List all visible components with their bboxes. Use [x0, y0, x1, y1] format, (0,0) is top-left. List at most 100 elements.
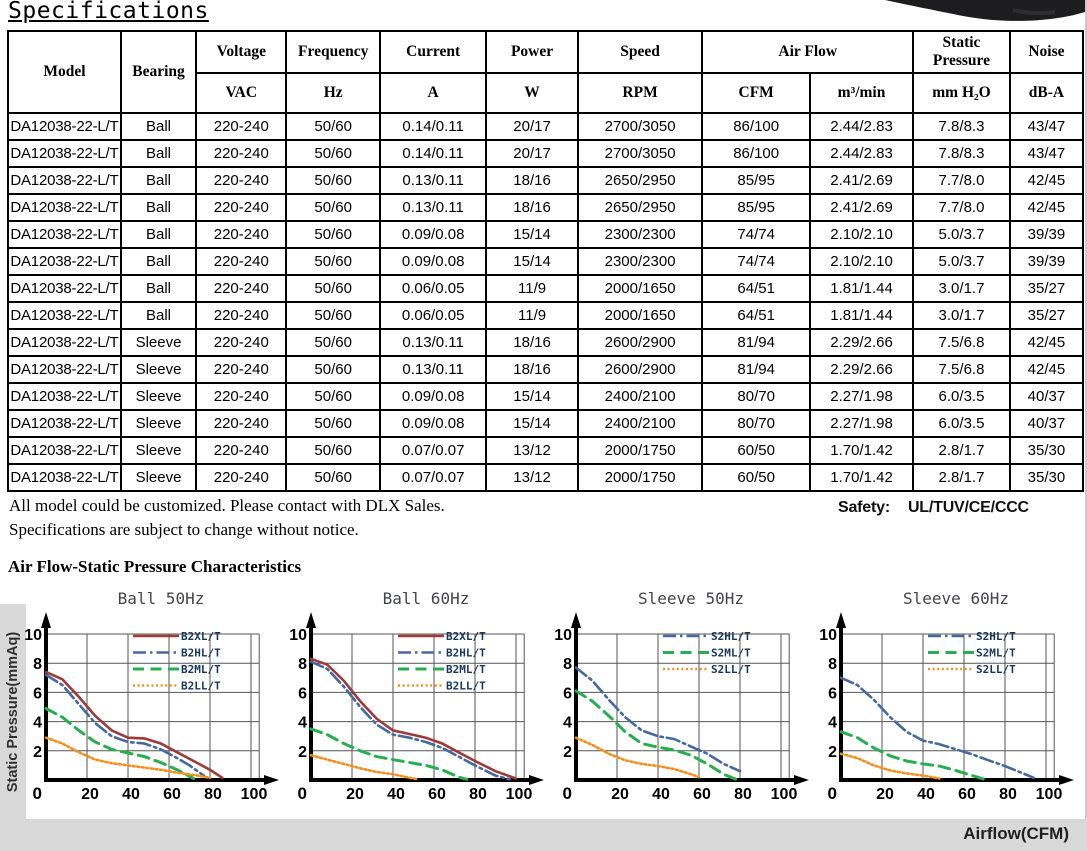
cell-pow: 13/12	[485, 463, 579, 492]
table-row: DA12038-22-L/T Ball 220-240 50/60 0.06/0.05 1…	[7, 301, 1085, 330]
cell-pow: 18/16	[485, 355, 579, 384]
cell-model: DA12038-22-L/T	[7, 355, 122, 384]
cell-speed: 2700/3050	[576, 112, 704, 141]
svg-text:80: 80	[734, 786, 752, 803]
cell-m3: 2.29/2.66	[808, 328, 915, 357]
unit-header-mmh2o: mm H₂O	[912, 72, 1011, 114]
cell-model: DA12038-22-L/T	[7, 139, 122, 168]
cell-bearing: Ball	[119, 274, 198, 303]
cell-freq: 50/60	[285, 166, 381, 195]
cell-noise: 35/27	[1008, 274, 1085, 303]
table-row: DA12038-22-L/T Ball 220-240 50/60 0.06/0.05 1…	[7, 274, 1085, 303]
cell-m3: 2.27/1.98	[808, 382, 915, 411]
col-header-bearing: Bearing	[119, 30, 198, 114]
cell-speed: 2600/2900	[576, 355, 704, 384]
svg-text:80: 80	[999, 786, 1017, 803]
cell-bearing: Ball	[119, 301, 198, 330]
cell-curr: 0.13/0.11	[378, 166, 488, 195]
cell-curr: 0.07/0.07	[378, 436, 488, 465]
svg-text:100: 100	[1036, 786, 1063, 803]
cell-speed: 2000/1650	[576, 301, 704, 330]
cell-cfm: 86/100	[701, 112, 811, 141]
cell-m3: 2.10/2.10	[808, 247, 915, 276]
series-line-b2hl-t	[44, 673, 206, 777]
svg-text:10: 10	[554, 627, 572, 644]
cell-bearing: Sleeve	[119, 355, 198, 384]
cell-sp: 7.7/8.0	[912, 166, 1011, 195]
cell-m3: 2.41/2.69	[808, 166, 915, 195]
unit-header-m3min: m³/min	[808, 72, 915, 114]
cell-volt: 220-240	[195, 409, 288, 438]
svg-text:B2LL/T: B2LL/T	[446, 680, 486, 693]
x-axis-label: Airflow(CFM)	[963, 824, 1069, 843]
svg-text:S2LL/T: S2LL/T	[711, 663, 751, 676]
cell-bearing: Sleeve	[119, 328, 198, 357]
cell-noise: 40/37	[1008, 382, 1085, 411]
col-header-speed: Speed	[576, 30, 704, 74]
table-row: DA12038-22-L/T Ball 220-240 50/60 0.13/0.11 1…	[7, 193, 1085, 222]
table-row: DA12038-22-L/T Sleeve 220-240 50/60 0.07/0.0…	[7, 436, 1085, 465]
cell-m3: 2.44/2.83	[808, 112, 915, 141]
svg-text:100: 100	[241, 786, 268, 803]
svg-text:0: 0	[33, 784, 42, 803]
cell-volt: 220-240	[195, 247, 288, 276]
cell-m3: 2.10/2.10	[808, 220, 915, 249]
svg-text:B2HL/T: B2HL/T	[181, 647, 221, 660]
cell-noise: 40/37	[1008, 409, 1085, 438]
svg-text:2: 2	[828, 744, 837, 761]
cell-freq: 50/60	[285, 220, 381, 249]
svg-text:B2ML/T: B2ML/T	[446, 663, 486, 676]
cell-noise: 42/45	[1008, 166, 1085, 195]
cell-bearing: Sleeve	[119, 436, 198, 465]
cell-m3: 1.70/1.42	[808, 436, 915, 465]
cell-m3: 1.81/1.44	[808, 274, 915, 303]
cell-cfm: 60/50	[701, 436, 811, 465]
table-row: DA12038-22-L/T Ball 220-240 50/60 0.09/0.08 1…	[7, 247, 1085, 276]
col-header-power: Power	[485, 30, 579, 74]
section-title-characteristics: Air Flow-Static Pressure Characteristics	[8, 557, 302, 576]
cell-bearing: Ball	[119, 193, 198, 222]
cell-sp: 2.8/1.7	[912, 463, 1011, 492]
table-row: DA12038-22-L/T Sleeve 220-240 50/60 0.07/0.0…	[7, 463, 1085, 492]
cell-noise: 43/47	[1008, 139, 1085, 168]
y-axis-label-strip: Static Pressure(mmAq)	[0, 604, 26, 820]
cell-speed: 2700/3050	[576, 139, 704, 168]
svg-text:0: 0	[828, 784, 837, 803]
table-row: DA12038-22-L/T Sleeve 220-240 50/60 0.13/0.1…	[7, 355, 1085, 384]
cell-freq: 50/60	[285, 409, 381, 438]
svg-text:8: 8	[298, 656, 307, 673]
safety-certifications: Safety: UL/TUV/CE/CCC	[838, 499, 1029, 517]
cell-m3: 2.44/2.83	[808, 139, 915, 168]
cell-pow: 11/9	[485, 274, 579, 303]
cell-cfm: 60/50	[701, 463, 811, 492]
chart-ball-60hz: Ball 60Hz 2 4 6 8 10 0 20 40 60 80 100 B2XL/T B2HL/T B…	[286, 589, 548, 822]
cell-m3: 1.70/1.42	[808, 463, 915, 492]
cell-m3: 2.41/2.69	[808, 193, 915, 222]
svg-text:B2XL/T: B2XL/T	[446, 630, 486, 643]
cell-freq: 50/60	[285, 355, 381, 384]
svg-text:20: 20	[81, 786, 99, 803]
svg-text:S2HL/T: S2HL/T	[711, 630, 751, 643]
table-row: DA12038-22-L/T Sleeve 220-240 50/60 0.13/0.1…	[7, 328, 1085, 357]
cell-pow: 18/16	[485, 328, 579, 357]
cell-speed: 2000/1750	[576, 463, 704, 492]
cell-m3: 1.81/1.44	[808, 301, 915, 330]
cell-speed: 2300/2300	[576, 220, 704, 249]
series-line-b2ll-t	[309, 753, 419, 781]
cell-pow: 15/14	[485, 247, 579, 276]
chart-ball-50hz: Ball 50Hz 2 4 6 8 10 0 20 40 60 80 100 B2XL/T B2HL/T B…	[21, 589, 283, 822]
series-line-s2ll-t	[839, 752, 941, 780]
cell-bearing: Ball	[119, 139, 198, 168]
cell-bearing: Ball	[119, 112, 198, 141]
cell-curr: 0.09/0.08	[378, 247, 488, 276]
svg-text:Ball 60Hz: Ball 60Hz	[383, 590, 470, 608]
col-header-frequency: Frequency	[285, 30, 381, 74]
svg-text:100: 100	[506, 786, 533, 803]
cell-model: DA12038-22-L/T	[7, 463, 122, 492]
cell-pow: 20/17	[485, 139, 579, 168]
cell-sp: 2.8/1.7	[912, 436, 1011, 465]
svg-text:S2ML/T: S2ML/T	[711, 647, 751, 660]
